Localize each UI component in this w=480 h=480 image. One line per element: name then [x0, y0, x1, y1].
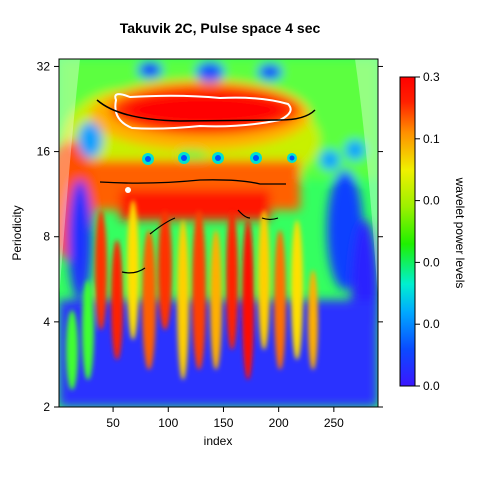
colorbar: [399, 76, 416, 387]
y-tick-label: 16: [37, 145, 51, 159]
colorbar-tick-label: 0.0: [423, 255, 440, 269]
colorbar-tick-label: 0.1: [423, 132, 440, 146]
plot-frame: [58, 58, 379, 408]
x-axis-label: index: [204, 434, 233, 448]
colorbar-tick-label: 0.0: [423, 317, 440, 331]
x-tick-label: 50: [106, 416, 120, 430]
y-axis-label: Periodicity: [10, 205, 24, 260]
x-axis: 50 100 150 200 250: [106, 407, 344, 430]
heatmap: [59, 59, 378, 407]
y-tick-label: 8: [43, 230, 50, 244]
colorbar-label: wavelet power levels: [453, 177, 467, 289]
y-tick-label: 2: [43, 400, 50, 414]
colorbar-tick-label: 0.3: [423, 70, 440, 84]
chart-title: Takuvik 2C, Pulse space 4 sec: [119, 20, 321, 36]
y-tick-label: 32: [37, 59, 51, 73]
colorbar-tick-label: 0.0: [423, 379, 440, 393]
x-tick-label: 200: [269, 416, 289, 430]
y-tick-label: 4: [43, 315, 50, 329]
x-tick-label: 150: [213, 416, 233, 430]
x-tick-label: 250: [324, 416, 344, 430]
x-tick-label: 100: [158, 416, 178, 430]
colorbar-tick-label: 0.0: [423, 194, 440, 208]
y-axis: 2 4 8 16 32: [37, 59, 383, 414]
colorbar-ticks: 0.0 0.0 0.0 0.0 0.1 0.3: [415, 70, 440, 393]
